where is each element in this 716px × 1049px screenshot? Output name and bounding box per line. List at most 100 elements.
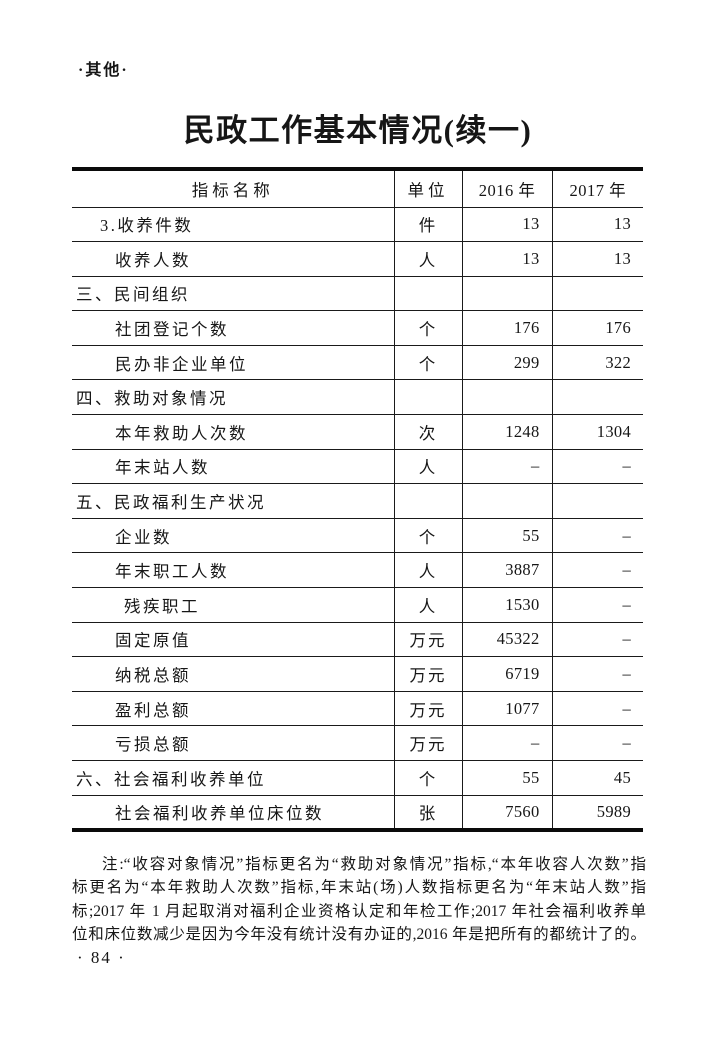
table-row: 三、民间组织 [72,276,643,312]
value-2016-cell [462,379,553,416]
value-2016-cell: 299 [462,345,553,381]
value-2017-cell: 45 [552,760,643,796]
value-2017-cell [552,379,643,416]
table-row: 盈利总额 万元 1077– [72,691,643,727]
value-2017-cell: 176 [552,310,643,346]
value-2016-cell: 13 [462,241,553,277]
table-row: 亏损总额 万元 – – [72,725,643,761]
footnote: 注:“收容对象情况”指标更名为“救助对象情况”指标,“本年收容人次数”指标更名为… [72,853,646,947]
indicator-cell: 残疾职工 [72,587,395,623]
unit-cell: 万元 [394,656,463,692]
indicator-cell: 收养人数 [72,241,395,277]
indicator-cell: 亏损总额 [72,725,395,761]
table-row: 残疾职工人 1530– [72,587,643,623]
value-2017-cell: – [552,552,643,589]
col-header-2017: 2017 年 [552,169,643,208]
unit-cell: 人 [394,552,463,589]
table-row: 企业数个 55– [72,518,643,554]
unit-cell: 次 [394,414,463,450]
indicator-cell: 民办非企业单位 [72,345,395,381]
table-row: 社会福利收养单位床位数张 7560 5989 [72,795,643,830]
indicator-cell: 纳税总额 [72,656,395,692]
page-number: · 84 · [77,948,126,967]
page-title: 民政工作基本情况(续一) [183,113,533,148]
col-header-unit: 单位 [394,169,463,208]
col-header-indicator: 指标名称 [72,169,395,208]
table-header-row: 指标名称 单位 2016 年 2017 年 [72,169,643,208]
unit-cell: 个 [394,310,463,346]
table-row: 本年救助人次数次 1248 1304 [72,414,643,450]
value-2016-cell: – [462,449,553,485]
indicator-cell: 年末站人数 [72,449,395,485]
footnote-line: 标更名为“本年救助人次数”指标,年末站(场)人数指标更名为“年末站人数”指 [72,879,646,897]
unit-cell: 个 [394,760,463,796]
value-2016-cell: 1248 [462,414,553,450]
indicator-cell: 社会福利收养单位床位数 [72,795,395,830]
table-row: 年末职工人数人 3887– [72,552,643,589]
unit-cell: 万元 [394,622,463,658]
value-2017-cell: – [552,622,643,658]
unit-cell: 张 [394,795,463,830]
footnote-line: 注:“收容对象情况”指标更名为“救助对象情况”指标,“本年收容人次数”指 [102,856,646,873]
indicator-cell: 年末职工人数 [72,552,395,589]
value-2016-cell: 6719 [462,656,553,692]
indicator-cell: 三、民间组织 [72,276,395,312]
indicator-cell: 六、社会福利收养单位 [72,760,395,796]
indicator-cell: 企业数 [72,518,395,554]
value-2016-cell: 13 [462,207,553,243]
value-2017-cell: – [552,691,643,727]
unit-cell [394,379,463,416]
table-row: 五、民政福利生产状况 [72,483,643,519]
unit-cell: 件 [394,207,463,243]
indicator-cell: 固定原值 [72,622,395,658]
unit-cell: 人 [394,449,463,485]
value-2017-cell: 322 [552,345,643,381]
value-2017-cell: 13 [552,207,643,243]
indicator-cell: 盈利总额 [72,691,395,727]
value-2016-cell: 45322 [462,622,553,658]
table-row: 收养人数人 13 13 [72,241,643,277]
unit-cell: 万元 [394,691,463,727]
value-2016-cell: 1530 [462,587,553,623]
stats-table: 指标名称 单位 2016 年 2017 年 3.收养件数件 13 13 收养人数人 13… [72,167,643,832]
value-2016-cell: 55 [462,760,553,796]
value-2017-cell [552,483,643,519]
value-2016-cell: 176 [462,310,553,346]
section-marker: ·其他· [78,62,129,79]
unit-cell: 个 [394,518,463,554]
table-row: 社团登记个数个 176 176 [72,310,643,346]
indicator-cell: 五、民政福利生产状况 [72,483,395,519]
value-2017-cell: – [552,725,643,761]
value-2016-cell: 7560 [462,795,553,830]
indicator-cell: 本年救助人次数 [72,414,395,450]
table-row: 纳税总额 万元 6719– [72,656,643,692]
value-2017-cell [552,276,643,312]
value-2017-cell: 13 [552,241,643,277]
table-row: 3.收养件数件 13 13 [72,207,643,243]
value-2016-cell [462,276,553,312]
value-2017-cell: – [552,587,643,623]
indicator-cell: 四、救助对象情况 [72,379,395,416]
indicator-cell: 3.收养件数 [72,207,395,243]
table-row: 六、社会福利收养单位个 55 45 [72,760,643,796]
value-2016-cell: 3887 [462,552,553,589]
unit-cell [394,483,463,519]
unit-cell: 个 [394,345,463,381]
value-2017-cell: – [552,449,643,485]
value-2017-cell: – [552,518,643,554]
value-2017-cell: – [552,656,643,692]
value-2017-cell: 5989 [596,801,631,821]
table-row: 四、救助对象情况 [72,379,643,416]
table-row: 固定原值 万元 45322– [72,622,643,658]
unit-cell: 万元 [394,725,463,761]
value-2016-cell: 55 [462,518,553,554]
unit-cell: 人 [394,587,463,623]
footnote-line: 标;2017 年 1 月起取消对福利企业资格认定和年检工作;2017 年社会福利… [72,902,646,920]
value-2016-cell: – [462,725,553,761]
footnote-line: 位和床位数减少是因为今年没有统计没有办证的,2016 年是把所有的都统计了的。 [72,926,646,944]
table-row: 民办非企业单位个 299 322 [72,345,643,381]
table-row: 年末站人数人 – – [72,449,643,485]
unit-cell [394,276,463,312]
col-header-2016: 2016 年 [462,169,553,208]
